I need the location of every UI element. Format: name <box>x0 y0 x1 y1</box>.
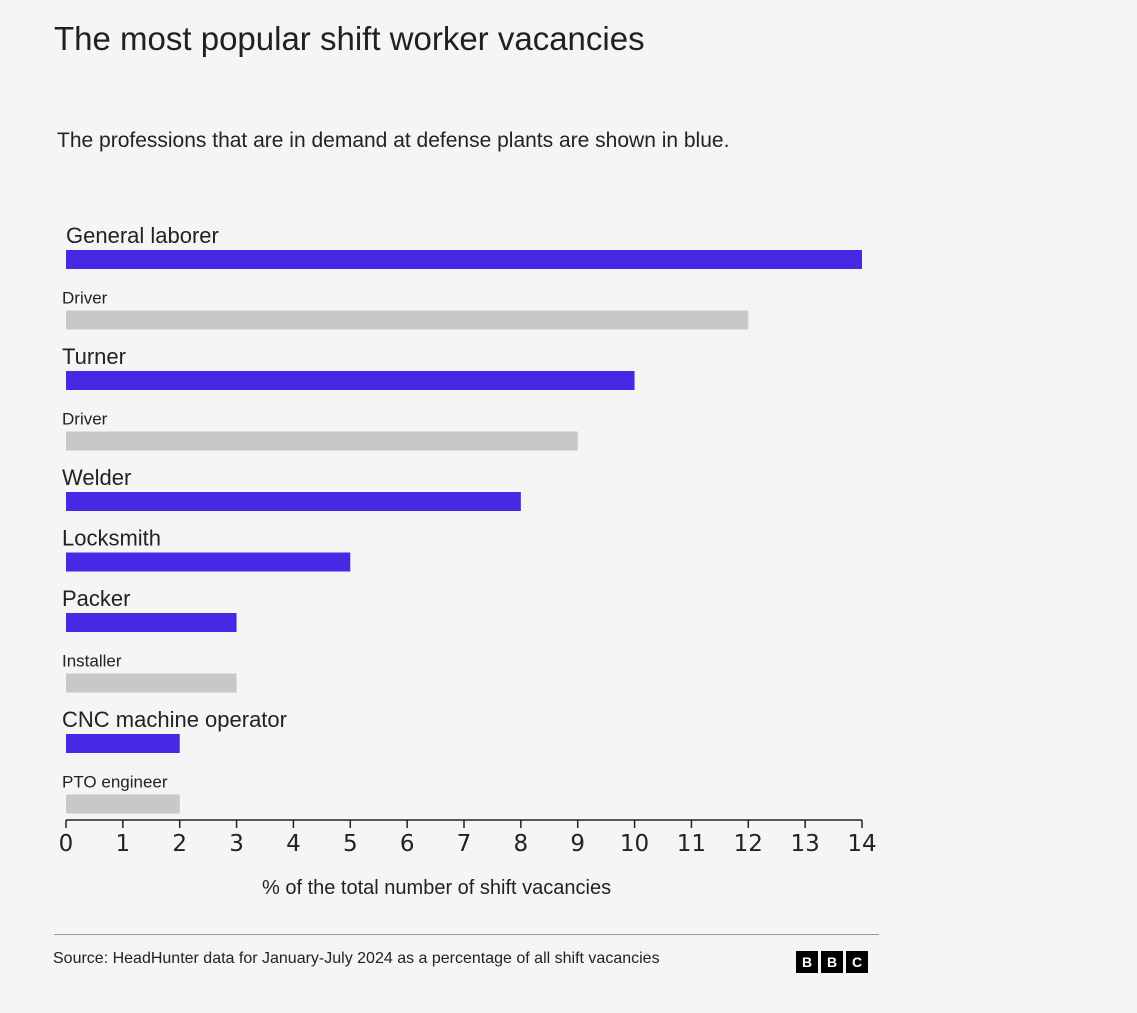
x-tick-label: 12 <box>734 831 763 857</box>
logo-letter: C <box>846 951 868 973</box>
bar-label: Turner <box>62 344 126 369</box>
bar <box>66 371 635 390</box>
bar <box>66 250 862 269</box>
x-tick-label: 10 <box>620 831 649 857</box>
x-tick-label: 14 <box>847 831 876 857</box>
x-tick-label: 13 <box>791 831 820 857</box>
bar-chart: General laborer Driver Turner Driver Welder L… <box>59 223 877 857</box>
bbc-logo: B B C <box>796 951 868 973</box>
footer-divider <box>54 934 879 935</box>
bar <box>66 431 578 451</box>
bar-label: Locksmith <box>62 526 161 551</box>
bar-label: Welder <box>62 465 131 490</box>
bar-label: Driver <box>62 289 108 308</box>
x-tick-label: 5 <box>343 831 358 857</box>
bar <box>66 310 749 330</box>
bar <box>66 673 237 693</box>
source-note: Source: HeadHunter data for January-July… <box>53 950 660 967</box>
bar <box>66 794 180 814</box>
x-tick-label: 9 <box>570 831 585 857</box>
bar <box>66 492 521 511</box>
bar-label: Packer <box>62 586 130 611</box>
x-tick-label: 6 <box>400 831 415 857</box>
x-tick-label: 1 <box>116 831 131 857</box>
bar <box>66 613 237 632</box>
x-tick-label: 0 <box>59 831 74 857</box>
bar-label: Installer <box>62 652 122 671</box>
chart-subtitle: The professions that are in demand at de… <box>57 129 730 152</box>
bar <box>66 734 180 753</box>
x-tick-label: 8 <box>514 831 529 857</box>
bar <box>66 552 351 572</box>
x-tick-label: 2 <box>172 831 187 857</box>
bar-label: PTO engineer <box>62 773 168 792</box>
x-tick-label: 3 <box>229 831 244 857</box>
bar-label: Driver <box>62 410 108 429</box>
x-tick-label: 4 <box>286 831 301 857</box>
x-axis-label: % of the total number of shift vacancies <box>262 877 612 899</box>
bar-label: General laborer <box>66 223 219 248</box>
bar-label: CNC machine operator <box>62 707 287 732</box>
logo-letter: B <box>796 951 818 973</box>
logo-letter: B <box>821 951 843 973</box>
x-tick-label: 7 <box>457 831 472 857</box>
x-tick-label: 11 <box>677 831 706 857</box>
chart-title: The most popular shift worker vacancies <box>54 20 645 57</box>
